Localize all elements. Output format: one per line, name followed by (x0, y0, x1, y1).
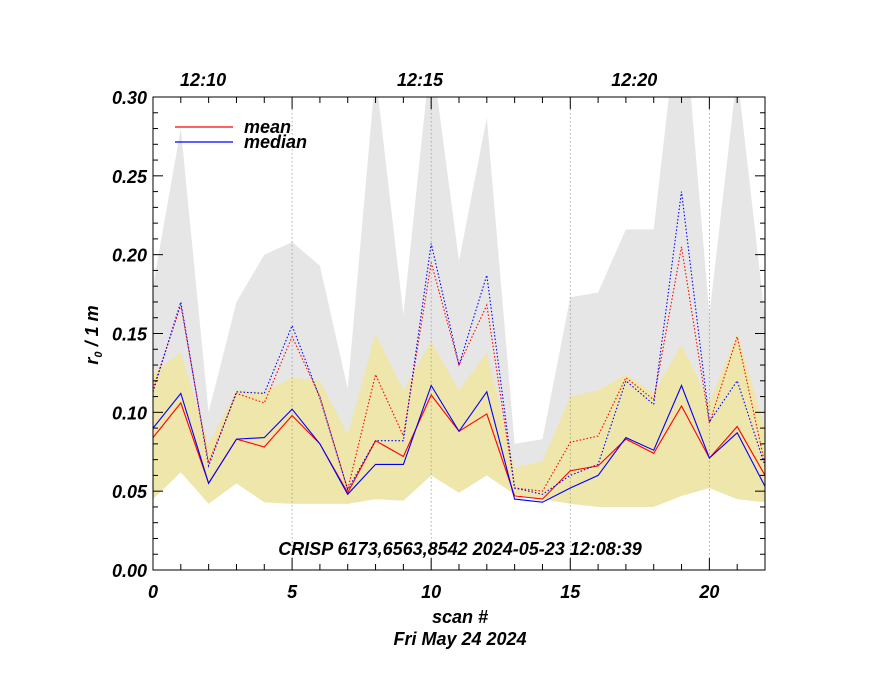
grid-layer (291, 97, 710, 570)
y-axis-label: r0 / 1 m (82, 305, 105, 364)
time-axis-label: 12:20 (611, 70, 657, 90)
y-tick-label: 0.20 (112, 246, 147, 266)
series-line-median (153, 384, 765, 503)
yellow-band-area (153, 333, 765, 507)
legend-label-mean: mean (244, 117, 291, 137)
x-tick-label: 20 (698, 582, 719, 602)
date-label: Fri May 24 2024 (393, 629, 526, 649)
chart-title: CRISP 6173,6563,8542 2024-05-23 12:08:39 (278, 539, 642, 559)
text-layer: 0 5 10 15 20 0.00 0.05 0.10 0.15 0.20 0.25 0.30 12:1… (82, 70, 719, 649)
x-tick-label: 5 (287, 582, 298, 602)
x-axis-label: scan # (432, 607, 488, 627)
y-axis-label-subscript: 0 (93, 351, 105, 358)
time-axis-label: 12:10 (180, 70, 226, 90)
series-line-median-upper (153, 191, 765, 495)
y-tick-label: 0.25 (112, 167, 148, 187)
plot-frame-layer (152, 96, 766, 571)
x-tick-label: 15 (560, 582, 581, 602)
y-tick-label: 0.15 (112, 325, 148, 345)
series-line-mean-upper (153, 246, 765, 492)
bands-layer (153, 97, 765, 507)
y-axis-label-main: r (82, 357, 102, 365)
series-layer (153, 191, 765, 503)
y-tick-label: 0.00 (112, 561, 147, 581)
x-tick-label: 0 (148, 582, 158, 602)
y-tick-label: 0.05 (112, 482, 148, 502)
time-axis-label: 12:15 (397, 70, 444, 90)
legend-label-median: median (244, 132, 307, 152)
y-axis-label-unit: / 1 m (82, 305, 102, 351)
y-tick-label: 0.10 (112, 403, 147, 423)
x-tick-label: 10 (421, 582, 441, 602)
y-tick-label: 0.30 (112, 88, 147, 108)
